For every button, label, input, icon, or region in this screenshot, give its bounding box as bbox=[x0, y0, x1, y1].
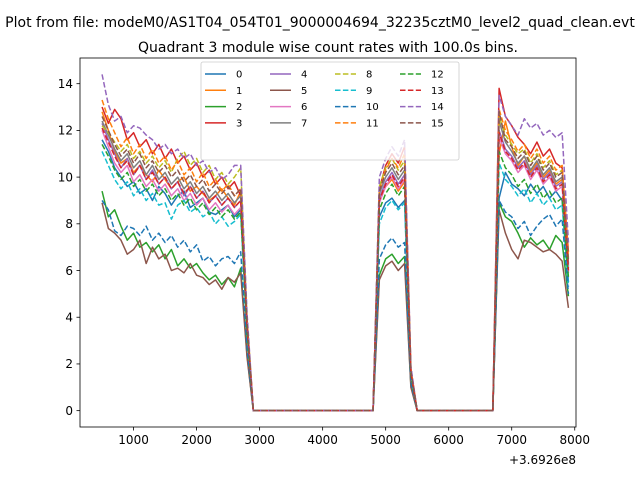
series-line-15 bbox=[101, 110, 570, 412]
y-tick-label: 2 bbox=[65, 357, 73, 371]
legend-label-11: 11 bbox=[366, 119, 379, 130]
x-tick-label: 8000 bbox=[559, 433, 590, 447]
legend-label-1: 1 bbox=[236, 86, 242, 97]
legend-label-3: 3 bbox=[236, 119, 242, 130]
legend-label-4: 4 bbox=[301, 70, 307, 81]
legend-label-10: 10 bbox=[366, 102, 379, 113]
x-tick-label: 5000 bbox=[370, 433, 401, 447]
x-offset-label: +3.6926e8 bbox=[509, 453, 576, 467]
y-tick-label: 14 bbox=[58, 77, 73, 91]
x-tick-label: 4000 bbox=[307, 433, 338, 447]
chart-suptitle: Plot from file: modeM0/AS1T04_054T01_900… bbox=[5, 15, 635, 31]
y-tick-label: 8 bbox=[65, 217, 73, 231]
legend-label-13: 13 bbox=[431, 86, 444, 97]
legend-label-15: 15 bbox=[431, 119, 444, 130]
x-tick-label: 7000 bbox=[496, 433, 527, 447]
legend-label-12: 12 bbox=[431, 70, 444, 81]
legend-label-7: 7 bbox=[301, 119, 307, 130]
y-tick-label: 4 bbox=[65, 311, 73, 325]
y-tick-label: 0 bbox=[65, 404, 73, 418]
legend-label-5: 5 bbox=[301, 86, 307, 97]
y-tick-label: 10 bbox=[58, 170, 73, 184]
chart-title: Quadrant 3 module wise count rates with … bbox=[138, 40, 518, 56]
x-tick-label: 2000 bbox=[181, 433, 212, 447]
x-tick-label: 1000 bbox=[118, 433, 149, 447]
legend-label-8: 8 bbox=[366, 70, 372, 81]
x-tick-label: 6000 bbox=[433, 433, 464, 447]
legend-label-2: 2 bbox=[236, 102, 242, 113]
axes-frame bbox=[79, 57, 577, 428]
y-tick-label: 12 bbox=[58, 124, 73, 138]
legend-label-0: 0 bbox=[236, 70, 242, 81]
x-tick-label: 3000 bbox=[244, 433, 275, 447]
legend-label-6: 6 bbox=[301, 102, 307, 113]
plot-area: 1000 2000 3000 4000 5000 6000 7000 800002468101… bbox=[58, 57, 590, 467]
legend-box bbox=[200, 61, 460, 161]
y-tick-label: 6 bbox=[65, 264, 73, 278]
legend-label-9: 9 bbox=[366, 86, 372, 97]
legend-label-14: 14 bbox=[431, 102, 444, 113]
